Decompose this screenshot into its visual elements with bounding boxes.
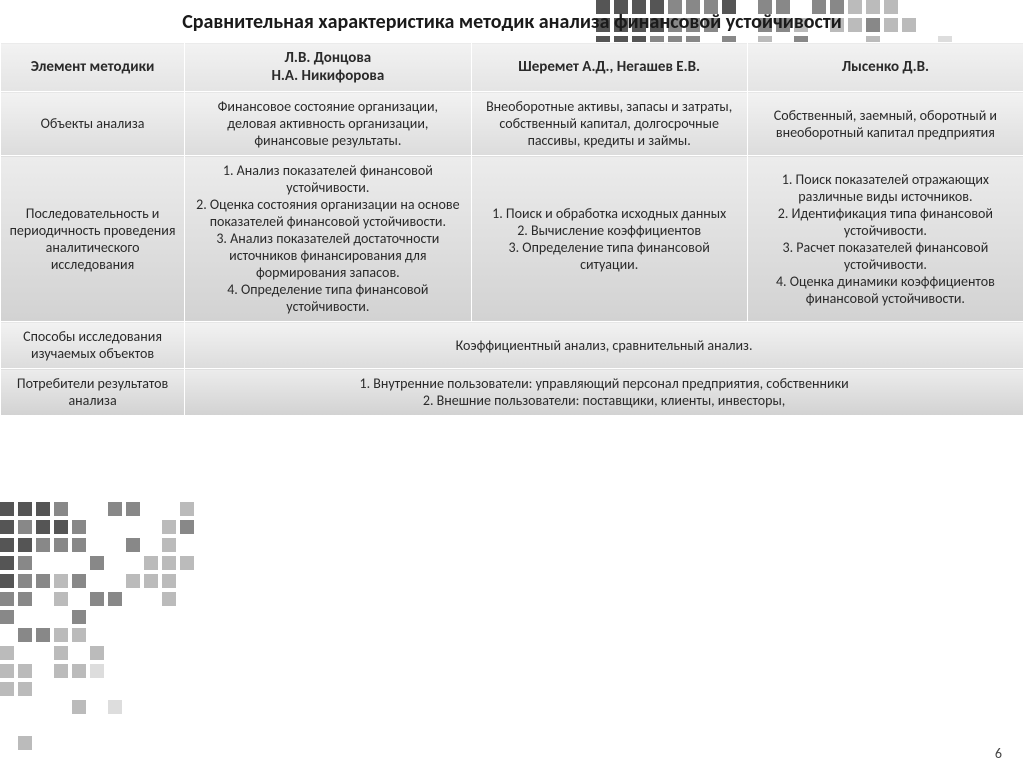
row-cell: Собственный, заемный, оборотный и внеобо… xyxy=(747,92,1023,156)
comparison-table: Элемент методики Л.В. Донцова Н.А. Никиф… xyxy=(0,42,1024,416)
col-header-0: Элемент методики xyxy=(1,43,185,92)
col-header-2: Шеремет А.Д., Негашев Е.В. xyxy=(471,43,747,92)
row-cell: 1. Анализ показателей финансовой устойчи… xyxy=(185,156,471,322)
row-label: Потребители результатов анализа xyxy=(1,369,185,416)
row-cell: 1. Поиск показателей отражающих различны… xyxy=(747,156,1023,322)
row-label: Способы исследования изучаемых объектов xyxy=(1,322,185,369)
col-header-3: Лысенко Д.В. xyxy=(747,43,1023,92)
page-number: 6 xyxy=(995,745,1002,762)
row-cell: 1. Поиск и обработка исходных данных 2. … xyxy=(471,156,747,322)
slide-title: Сравнительная характеристика методик ана… xyxy=(0,0,1024,42)
row-label: Последовательность и периодичность прове… xyxy=(1,156,185,322)
row-merged-cell: Коэффициентный анализ, сравнительный ана… xyxy=(185,322,1024,369)
row-label: Объекты анализа xyxy=(1,92,185,156)
col-header-1: Л.В. Донцова Н.А. Никифорова xyxy=(185,43,471,92)
row-merged-cell: 1. Внутренние пользователи: управляющий … xyxy=(185,369,1024,416)
row-cell: Финансовое состояние организации, делова… xyxy=(185,92,471,156)
row-cell: Внеоборотные активы, запасы и затраты, с… xyxy=(471,92,747,156)
decor-bottom-left xyxy=(0,488,200,768)
